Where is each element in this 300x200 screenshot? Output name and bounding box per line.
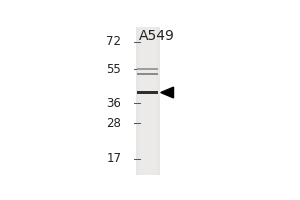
Text: A549: A549: [139, 29, 175, 43]
Bar: [137, 68, 158, 70]
Text: 36: 36: [106, 97, 121, 110]
Bar: [137, 73, 158, 75]
Text: 55: 55: [106, 63, 121, 76]
Bar: [136, 27, 160, 175]
Polygon shape: [161, 87, 173, 98]
Text: 28: 28: [106, 117, 121, 130]
Bar: [137, 91, 158, 94]
Text: 17: 17: [106, 152, 121, 165]
Bar: [139, 27, 157, 175]
Text: 72: 72: [106, 35, 121, 48]
